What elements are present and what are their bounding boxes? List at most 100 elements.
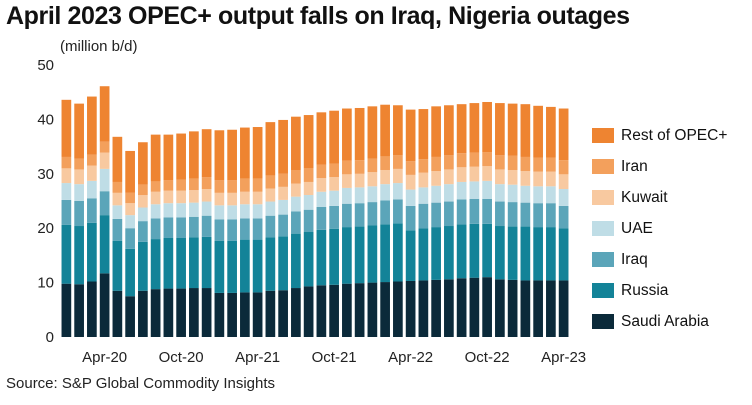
bar-segment-saudi-arabia-aug-22 bbox=[456, 278, 467, 337]
bar-segment-rest-of-opec-jan-20 bbox=[61, 99, 72, 157]
legend-swatch bbox=[592, 283, 614, 298]
legend-item: Saudi Arabia bbox=[592, 306, 727, 337]
bar-segment-iraq-jul-22 bbox=[444, 201, 454, 227]
bar-segment-iran-may-21 bbox=[265, 175, 276, 189]
bar-segment-iran-jan-20 bbox=[61, 156, 72, 169]
bar-segment-iran-jan-22 bbox=[367, 158, 378, 173]
bar-segment-russia-jul-21 bbox=[291, 233, 301, 289]
bar-segment-kuwait-apr-22 bbox=[405, 174, 416, 190]
x-tick-label: Apr-22 bbox=[388, 349, 433, 366]
bar-segment-rest-of-opec-jul-20 bbox=[138, 142, 148, 185]
bar-segment-rest-of-opec-jul-22 bbox=[444, 105, 454, 156]
bar-segment-saudi-arabia-mar-20 bbox=[87, 281, 97, 337]
y-tick-label: 0 bbox=[46, 329, 54, 346]
bar-segment-iraq-sep-20 bbox=[163, 217, 174, 238]
bar-segment-uae-apr-23 bbox=[558, 189, 569, 206]
bar-segment-russia-apr-23 bbox=[558, 228, 569, 281]
bar-segment-kuwait-dec-21 bbox=[354, 173, 365, 188]
bar-segment-uae-mar-21 bbox=[240, 204, 250, 219]
bar-segment-rest-of-opec-apr-21 bbox=[252, 127, 263, 179]
bar-segment-uae-feb-21 bbox=[227, 205, 237, 220]
bar-segment-uae-apr-20 bbox=[99, 168, 110, 192]
bar-segment-rest-of-opec-apr-23 bbox=[558, 108, 569, 161]
bar-segment-iraq-oct-20 bbox=[176, 217, 186, 238]
bar-segment-iran-jul-21 bbox=[291, 169, 301, 184]
bar-segment-rest-of-opec-nov-21 bbox=[342, 108, 352, 161]
bar-segment-uae-oct-20 bbox=[176, 203, 186, 218]
bar-segment-iraq-may-20 bbox=[112, 218, 123, 241]
legend-label: Russia bbox=[621, 281, 669, 299]
bar-segment-rest-of-opec-mar-20 bbox=[87, 96, 97, 155]
bar-segment-kuwait-jul-22 bbox=[444, 169, 454, 185]
bar-segment-uae-feb-20 bbox=[74, 184, 84, 201]
bar-segment-saudi-arabia-jan-23 bbox=[520, 280, 531, 337]
bar-segment-uae-nov-21 bbox=[342, 187, 352, 204]
bar-segment-rest-of-opec-aug-21 bbox=[303, 115, 314, 169]
bar-segment-saudi-arabia-apr-20 bbox=[99, 273, 110, 337]
bar-segment-uae-jun-22 bbox=[431, 185, 441, 203]
bar-segment-saudi-arabia-dec-20 bbox=[201, 288, 212, 337]
bar-segment-kuwait-may-20 bbox=[112, 192, 123, 206]
bar-segment-uae-aug-22 bbox=[456, 181, 467, 200]
legend-label: Iraq bbox=[621, 250, 648, 268]
bar-segment-saudi-arabia-aug-21 bbox=[303, 286, 314, 337]
bar-segment-rest-of-opec-jun-22 bbox=[431, 106, 441, 157]
bar-segment-russia-feb-23 bbox=[533, 227, 543, 281]
bar-segment-saudi-arabia-may-20 bbox=[112, 290, 123, 337]
bar-segment-iraq-jul-20 bbox=[138, 221, 148, 242]
bar-segment-kuwait-aug-21 bbox=[303, 181, 314, 196]
x-tick-label: Oct-21 bbox=[312, 349, 357, 366]
bar-segment-rest-of-opec-oct-21 bbox=[329, 110, 339, 164]
bar-segment-iraq-feb-20 bbox=[74, 201, 84, 227]
bar-segment-iran-jun-20 bbox=[125, 192, 135, 204]
bar-segment-kuwait-feb-21 bbox=[227, 192, 237, 206]
stacked-bar-chart: 0 10 20 30 40 50 Apr-20 Oct-20 Apr-21 Oct-21 Apr-2… bbox=[37, 57, 586, 366]
bar-segment-kuwait-feb-23 bbox=[533, 171, 543, 187]
bar-segment-rest-of-opec-jun-21 bbox=[278, 119, 288, 174]
bar-segment-uae-may-20 bbox=[112, 205, 123, 219]
bar-segment-saudi-arabia-may-22 bbox=[418, 280, 429, 337]
bar-segment-iran-apr-23 bbox=[558, 160, 569, 175]
bar-segment-rest-of-opec-sep-20 bbox=[163, 134, 174, 181]
bar-segment-saudi-arabia-aug-20 bbox=[150, 289, 161, 337]
bar-segment-iraq-jun-20 bbox=[125, 228, 135, 249]
legend-swatch bbox=[592, 252, 614, 267]
bar-segment-rest-of-opec-apr-20 bbox=[99, 86, 110, 142]
bar-segment-kuwait-mar-20 bbox=[87, 165, 97, 181]
bar-segment-iraq-dec-22 bbox=[507, 202, 518, 227]
bar-segment-iran-sep-21 bbox=[316, 164, 327, 179]
bar-segment-kuwait-jun-20 bbox=[125, 203, 135, 216]
legend-swatch bbox=[592, 190, 614, 205]
bar-segment-iraq-jan-21 bbox=[214, 219, 225, 241]
bar-segment-iran-jun-22 bbox=[431, 156, 441, 172]
bar-segment-russia-nov-21 bbox=[342, 227, 352, 284]
bar-segment-saudi-arabia-feb-23 bbox=[533, 280, 543, 337]
bar-segment-kuwait-mar-21 bbox=[240, 191, 250, 205]
bar-segment-iran-dec-22 bbox=[507, 155, 518, 170]
legend-label: Iran bbox=[621, 157, 648, 175]
bar-segment-russia-feb-22 bbox=[380, 224, 390, 283]
bar-segment-rest-of-opec-apr-22 bbox=[405, 109, 416, 162]
bar-segment-saudi-arabia-dec-22 bbox=[507, 279, 518, 337]
bar-segment-rest-of-opec-sep-21 bbox=[316, 112, 327, 165]
y-tick-label: 50 bbox=[37, 57, 54, 74]
bar-segment-russia-mar-20 bbox=[87, 222, 97, 282]
bar-segment-iran-feb-23 bbox=[533, 157, 543, 172]
bar-segment-russia-mar-23 bbox=[546, 227, 556, 281]
bar-segment-saudi-arabia-feb-21 bbox=[227, 292, 237, 337]
bar-segment-russia-jul-20 bbox=[138, 241, 148, 291]
bar-segment-kuwait-feb-20 bbox=[74, 169, 84, 185]
bar-segment-kuwait-jun-22 bbox=[431, 171, 441, 186]
legend-item: Iraq bbox=[592, 244, 727, 275]
bar-segment-iraq-mar-22 bbox=[393, 199, 403, 224]
bar-segment-russia-apr-21 bbox=[252, 239, 263, 293]
bar-segment-saudi-arabia-jul-20 bbox=[138, 290, 148, 337]
bar-segment-uae-jan-21 bbox=[214, 205, 225, 220]
y-tick-label: 10 bbox=[37, 275, 54, 292]
bar-segment-iran-may-22 bbox=[418, 159, 429, 173]
bar-segment-kuwait-jan-23 bbox=[520, 171, 531, 186]
bar-segment-iran-feb-20 bbox=[74, 158, 84, 170]
y-tick-label: 40 bbox=[37, 111, 54, 128]
bar-segment-iraq-nov-21 bbox=[342, 203, 352, 228]
bar-segment-uae-apr-22 bbox=[405, 189, 416, 206]
